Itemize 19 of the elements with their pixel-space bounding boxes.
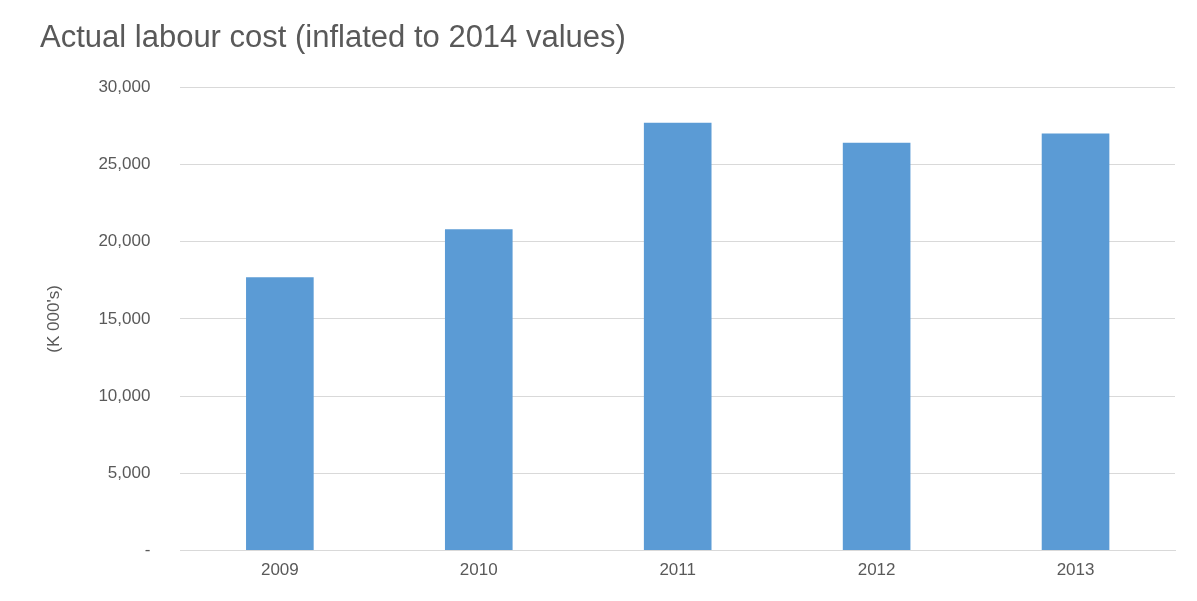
x-tick-label: 2009 xyxy=(260,560,299,580)
chart-title: Actual labour cost (inflated to 2014 values) xyxy=(40,19,626,55)
y-axis-title: (K 000's) xyxy=(43,285,63,353)
bar xyxy=(643,122,712,551)
y-tick-label: 30,000 xyxy=(98,76,151,96)
bar xyxy=(246,277,314,551)
y-tick-label: 20,000 xyxy=(98,231,151,251)
bar xyxy=(1041,133,1110,551)
y-tick-label: - xyxy=(144,540,151,560)
x-tick-label: 2013 xyxy=(1056,560,1095,580)
y-tick-label: 10,000 xyxy=(98,385,151,405)
y-tick-label: 15,000 xyxy=(98,308,151,328)
x-tick-label: 2010 xyxy=(459,560,498,580)
y-tick-label: 5,000 xyxy=(107,463,151,483)
bar xyxy=(842,142,911,551)
x-tick-label: 2011 xyxy=(659,560,696,580)
x-tick-label: 2012 xyxy=(857,560,896,580)
y-tick-label: 25,000 xyxy=(98,154,151,174)
bar xyxy=(444,229,513,551)
